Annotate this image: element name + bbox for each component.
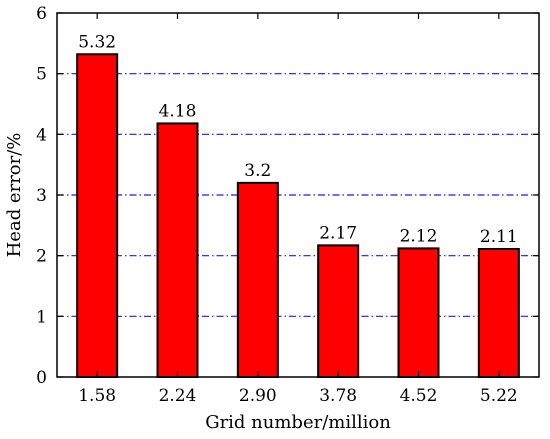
data-label-4: 2.12 [400, 226, 438, 246]
bar-4 [397, 247, 440, 378]
y-tick-label-5: 5 [36, 65, 47, 85]
gridlines [57, 73, 539, 317]
bar-5 [477, 247, 520, 378]
x-tick-label-5: 5.22 [480, 386, 518, 406]
y-axis-title: Head error/% [4, 133, 25, 258]
x-axis-title: Grid number/million [205, 412, 391, 433]
x-tick-label-3: 3.78 [319, 386, 357, 406]
bars [76, 53, 520, 379]
bar-3 [317, 244, 360, 378]
y-tick-label-4: 4 [36, 125, 47, 145]
x-tick-label-0: 1.58 [78, 386, 116, 406]
bar-0 [76, 53, 119, 379]
y-tick-label-2: 2 [36, 247, 47, 267]
y-tick-label-1: 1 [36, 307, 47, 327]
data-label-0: 5.32 [78, 32, 116, 52]
data-labels: 5.32 4.18 3.2 2.17 2.12 2.11 [78, 32, 518, 247]
data-label-2: 3.2 [244, 161, 271, 181]
plot-frame [56, 12, 540, 378]
x-tick-label-1: 2.24 [159, 386, 197, 406]
y-tick-label-3: 3 [36, 186, 47, 206]
bar-1 [156, 122, 199, 378]
data-label-5: 2.11 [480, 227, 518, 247]
x-tick-label-2: 2.90 [239, 386, 277, 406]
bar-2 [236, 181, 279, 378]
y-tick-label-6: 6 [36, 4, 47, 24]
data-label-1: 4.18 [159, 101, 197, 121]
x-tick-label-4: 4.52 [400, 386, 438, 406]
axes: 1.58 2.24 2.90 3.78 4.52 5.22 0 1 2 3 4 5 6 [36, 4, 540, 406]
y-tick-label-0: 0 [36, 368, 47, 388]
data-label-3: 2.17 [319, 223, 357, 243]
